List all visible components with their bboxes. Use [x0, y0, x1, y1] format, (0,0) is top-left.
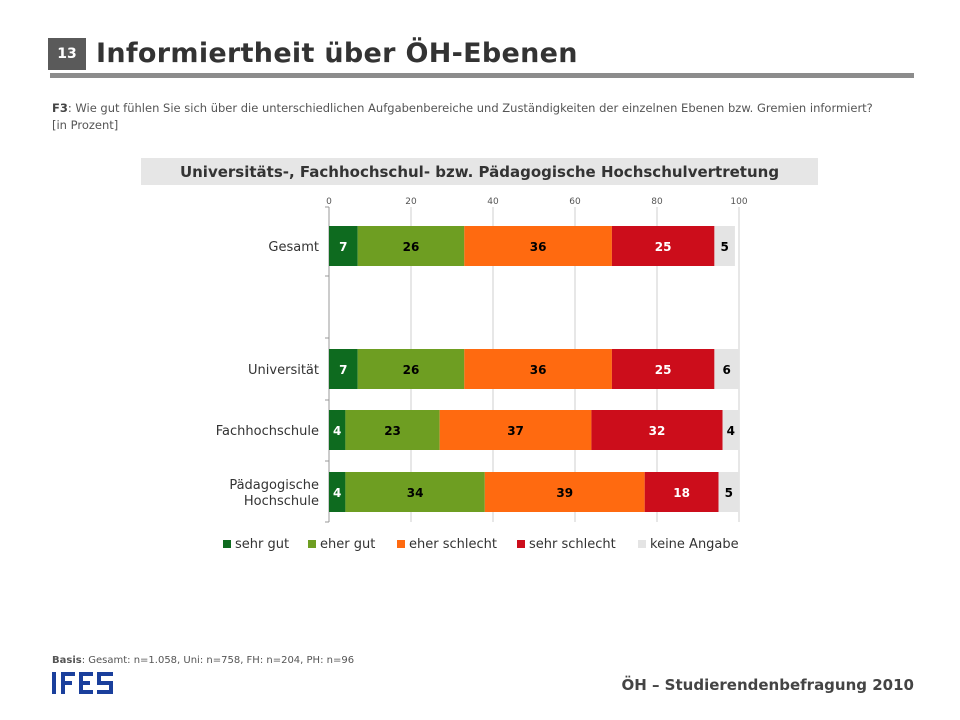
basis-text: : Gesamt: n=1.058, Uni: n=758, FH: n=204… — [81, 655, 355, 666]
bar-segment — [464, 226, 612, 266]
data-label: 26 — [403, 363, 420, 377]
bar-segment — [345, 472, 485, 512]
data-label: 4 — [727, 424, 735, 438]
data-label: 32 — [649, 424, 666, 438]
data-label: 5 — [720, 240, 728, 254]
page-title: Informiertheit über ÖH-Ebenen — [96, 38, 578, 69]
bar-segment — [439, 410, 592, 450]
legend-label: sehr schlecht — [529, 537, 616, 552]
category-label: Gesamt — [268, 240, 319, 255]
category-label: Hochschule — [244, 494, 319, 509]
x-tick-label: 0 — [326, 197, 332, 207]
chart-banner: Universitäts-, Fachhochschul- bzw. Pädag… — [141, 158, 818, 185]
logo-stroke — [97, 672, 101, 683]
data-label: 36 — [530, 240, 547, 254]
bar-segment — [329, 349, 358, 389]
slide-number: 13 — [48, 38, 86, 70]
bar-segment — [722, 410, 739, 450]
ifes-logo — [52, 672, 113, 694]
logo-stroke — [97, 672, 113, 676]
bar-segment — [329, 472, 346, 512]
basis-label: Basis — [52, 655, 82, 666]
question-code: F3 — [52, 101, 68, 115]
legend-swatch — [308, 540, 316, 548]
data-label: 5 — [725, 486, 733, 500]
legend-label: sehr gut — [235, 537, 289, 552]
data-label: 7 — [339, 240, 347, 254]
logo-stroke — [79, 690, 93, 694]
logo-stroke — [109, 681, 113, 694]
x-tick-label: 20 — [405, 197, 417, 207]
bar-segment — [484, 472, 645, 512]
category-label: Universität — [248, 363, 319, 378]
x-tick-label: 100 — [730, 197, 747, 207]
logo-stroke — [61, 672, 75, 676]
logo-stroke — [97, 690, 113, 694]
data-label: 4 — [333, 424, 341, 438]
x-tick-label: 80 — [651, 197, 663, 207]
bar-segment — [357, 226, 465, 266]
legend-label: eher schlecht — [409, 537, 497, 552]
legend-label: eher gut — [320, 537, 375, 552]
bar-segment — [329, 226, 358, 266]
bar-segment — [611, 226, 715, 266]
bar-segment — [611, 349, 715, 389]
data-label: 6 — [723, 363, 731, 377]
logo-stroke — [79, 672, 93, 676]
data-label: 34 — [407, 486, 424, 500]
bar-segment — [357, 349, 465, 389]
bar-segment — [714, 226, 735, 266]
legend-label: keine Angabe — [650, 537, 739, 552]
stacked-bar-chart: 0 20 40 60 80 100 Gesamt Universität Fachhochsch… — [216, 197, 748, 552]
data-label: 36 — [530, 363, 547, 377]
legend-swatch — [397, 540, 405, 548]
bar-segment — [345, 410, 440, 450]
x-tick-label: 40 — [487, 197, 499, 207]
logo-stroke — [61, 681, 72, 685]
x-tick-label: 60 — [569, 197, 581, 207]
legend-swatch — [638, 540, 646, 548]
bar-segment — [329, 410, 346, 450]
logo-stroke — [52, 672, 56, 694]
data-label: 18 — [673, 486, 690, 500]
question-text: F3: Wie gut fühlen Sie sich über die unt… — [52, 100, 882, 134]
data-label: 4 — [333, 486, 341, 500]
data-label: 25 — [655, 363, 672, 377]
bar-segment — [464, 349, 612, 389]
category-label: Fachhochschule — [216, 424, 319, 439]
logo-stroke — [79, 681, 90, 685]
bar-segment — [644, 472, 719, 512]
bar-segment — [718, 472, 739, 512]
category-label: Pädagogische — [229, 478, 319, 493]
legend-swatch — [517, 540, 525, 548]
bar-segment — [714, 349, 739, 389]
title-divider — [50, 73, 914, 78]
bar-segment — [591, 410, 723, 450]
data-label: 7 — [339, 363, 347, 377]
legend-swatch — [223, 540, 231, 548]
data-label: 23 — [384, 424, 401, 438]
data-label: 25 — [655, 240, 672, 254]
logo-stroke — [97, 681, 113, 685]
basis-note: Basis: Gesamt: n=1.058, Uni: n=758, FH: … — [52, 655, 354, 666]
data-label: 39 — [556, 486, 573, 500]
question-body: : Wie gut fühlen Sie sich über die unter… — [52, 101, 873, 132]
data-label: 37 — [507, 424, 524, 438]
footer-subtitle: ÖH – Studierendenbefragung 2010 — [621, 676, 914, 694]
data-label: 26 — [403, 240, 420, 254]
